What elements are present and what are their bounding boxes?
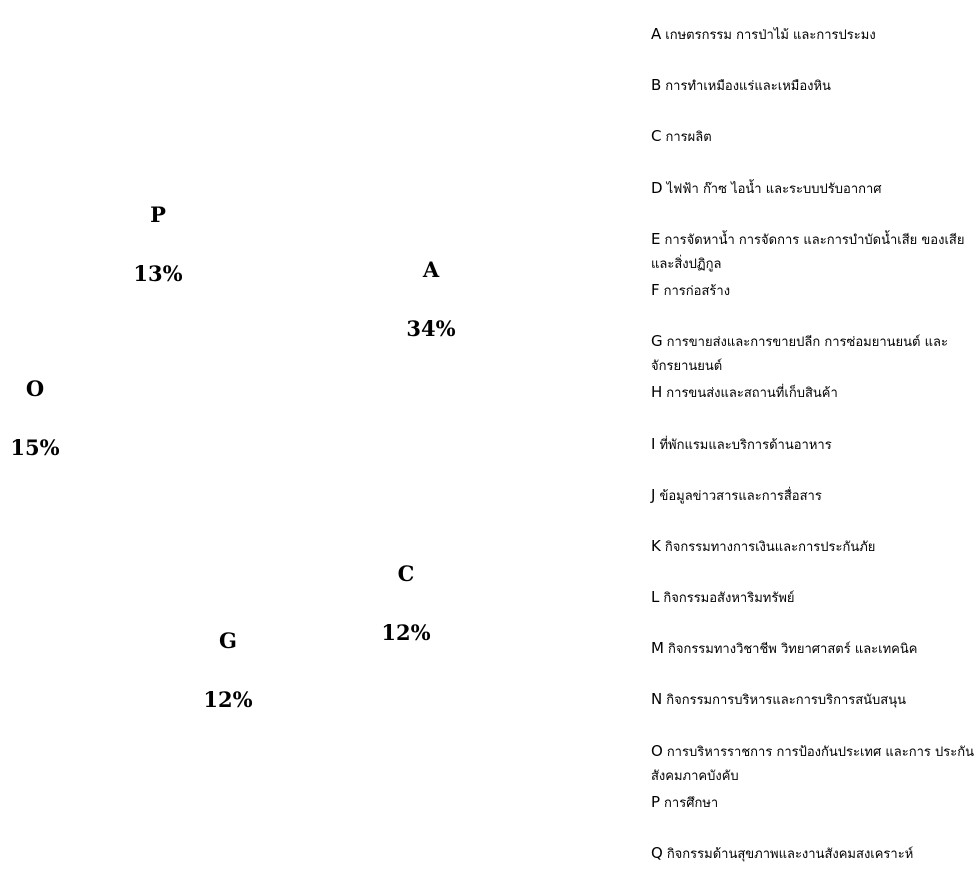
legend-code: E (651, 230, 661, 248)
legend-code: C (651, 127, 662, 145)
legend-code: A (651, 25, 662, 43)
slice-code: O (25, 376, 45, 401)
legend-label: ไฟฟ้า ก๊าซ ไอน้ำ และระบบปรับอากาศ (666, 182, 882, 197)
legend-code: Q (651, 844, 663, 862)
legend-label: การขนส่งและสถานที่เก็บสินค้า (666, 386, 838, 401)
legend-item: N กิจกรรมการบริหารและการบริการสนับสนุน (651, 687, 976, 713)
slice-code: C (397, 561, 415, 586)
legend-item: G การขายส่งและการขายปลีก การซ่อมยานยนต์ แ… (651, 329, 976, 379)
legend-code: N (651, 690, 663, 708)
legend-label: กิจกรรมทางวิชาชีพ วิทยาศาสตร์ และเทคนิค (667, 642, 918, 657)
legend-item: M กิจกรรมทางวิชาชีพ วิทยาศาสตร์ และเทคนิค (651, 636, 976, 662)
legend-code: G (651, 332, 663, 350)
legend-item: H การขนส่งและสถานที่เก็บสินค้า (651, 380, 976, 406)
slice-code: G (219, 628, 237, 653)
legend-label: การศึกษา (664, 796, 719, 811)
legend-item: L กิจกรรมอสังหาริมทรัพย์ (651, 585, 976, 611)
legend-label: การจัดหาน้ำ การจัดการ และการบำบัดน้ำเสีย… (651, 233, 965, 272)
legend-label: การผลิต (665, 130, 712, 145)
slice-percent: 34% (406, 316, 456, 341)
legend-item: C การผลิต (651, 124, 976, 150)
legend-item: P การศึกษา (651, 790, 976, 816)
legend-item: F การก่อสร้าง (651, 278, 976, 304)
legend-label: กิจกรรมอสังหาริมทรัพย์ (663, 591, 795, 606)
legend-code: M (651, 639, 664, 657)
legend-label: กิจกรรมด้านสุขภาพและงานสังคมสงเคราะห์ (666, 847, 914, 862)
legend-label: ที่พักแรมและบริการด้านอาหาร (659, 438, 832, 453)
legend-label: กิจกรรมการบริหารและการบริการสนับสนุน (666, 693, 907, 708)
legend-item: B การทำเหมืองแร่และเหมืองหิน (651, 73, 976, 99)
slice-label-c: C 12% (366, 562, 446, 645)
slice-label-a: A 34% (391, 258, 471, 341)
legend-code: H (651, 383, 663, 401)
slice-percent: 15% (10, 435, 60, 460)
legend-label: การบริหารราชการ การป้องกันประเทศ และการ … (651, 745, 974, 784)
legend-label: การขายส่งและการขายปลีก การซ่อมยานยนต์ แล… (651, 335, 948, 374)
legend-code: P (651, 793, 661, 811)
slice-code: P (150, 202, 166, 227)
legend-item: Q กิจกรรมด้านสุขภาพและงานสังคมสงเคราะห์ (651, 841, 976, 867)
slice-label-p: P 13% (118, 203, 198, 286)
legend-label: เกษตรกรรม การป่าไม้ และการประมง (665, 28, 876, 43)
legend-item: I ที่พักแรมและบริการด้านอาหาร (651, 432, 976, 458)
legend-code: F (651, 281, 660, 299)
legend-label: ข้อมูลข่าวสารและการสื่อสาร (659, 489, 822, 504)
legend-item: A เกษตรกรรม การป่าไม้ และการประมง (651, 22, 976, 48)
legend-label: การก่อสร้าง (663, 284, 731, 299)
legend-item: E การจัดหาน้ำ การจัดการ และการบำบัดน้ำเสี… (651, 227, 976, 277)
legend-item: J ข้อมูลข่าวสารและการสื่อสาร (651, 483, 976, 509)
legend-code: L (651, 588, 660, 606)
legend-code: I (651, 435, 656, 453)
slice-label-g: G 12% (188, 629, 268, 712)
legend-code: J (651, 486, 656, 504)
slice-percent: 12% (203, 687, 253, 712)
legend-label: การทำเหมืองแร่และเหมืองหิน (665, 79, 831, 94)
legend-label: กิจกรรมทางการเงินและการประกันภัย (664, 540, 876, 555)
slice-percent: 13% (133, 261, 183, 286)
legend-item: K กิจกรรมทางการเงินและการประกันภัย (651, 534, 976, 560)
slice-code: A (422, 257, 440, 282)
slice-percent: 12% (381, 620, 431, 645)
legend-item: O การบริหารราชการ การป้องกันประเทศ และการ… (651, 739, 976, 789)
legend-item: D ไฟฟ้า ก๊าซ ไอน้ำ และระบบปรับอากาศ (651, 176, 976, 202)
legend-code: D (651, 179, 663, 197)
slice-label-o: O 15% (0, 377, 75, 460)
legend-code: K (651, 537, 661, 555)
legend-code: O (651, 742, 663, 760)
legend-code: B (651, 76, 662, 94)
